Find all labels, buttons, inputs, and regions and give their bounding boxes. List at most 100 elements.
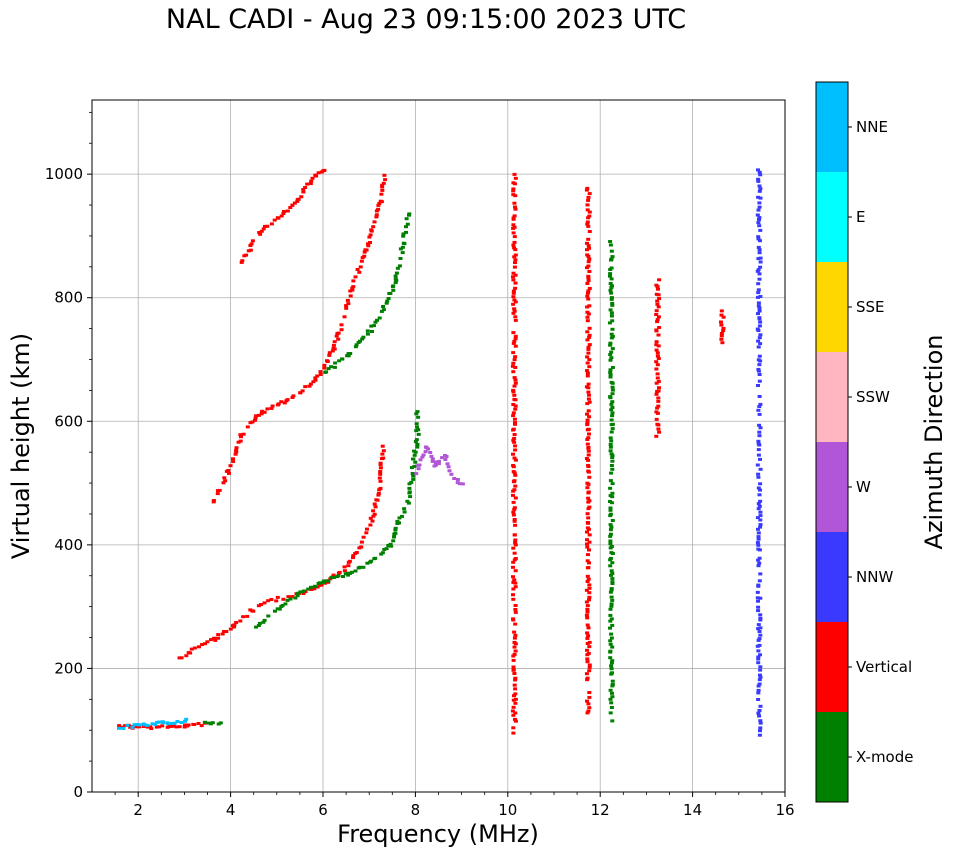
echo-mark [175, 720, 180, 723]
echo-mark [758, 668, 763, 672]
echo-mark [394, 271, 399, 275]
echo-mark [608, 556, 613, 560]
echo-mark [608, 358, 613, 362]
echo-mark [285, 398, 290, 402]
echo-mark [380, 183, 385, 187]
echo-mark [587, 645, 592, 649]
echo-mark [586, 702, 591, 706]
echo-mark [309, 588, 314, 591]
echo-mark [364, 248, 369, 252]
echo-mark [183, 719, 187, 723]
echo-mark [585, 521, 590, 524]
echo-mark [142, 723, 147, 727]
echo-mark [429, 454, 434, 458]
echo-mark [354, 343, 359, 347]
echo-mark [585, 248, 589, 252]
echo-mark [758, 333, 763, 337]
echo-mark [512, 255, 517, 259]
echo-mark [333, 361, 338, 365]
echo-mark [655, 299, 660, 303]
echo-mark [758, 295, 763, 298]
echo-mark [361, 565, 366, 569]
echo-mark [513, 421, 517, 425]
echo-mark [585, 222, 590, 226]
echo-mark [513, 261, 517, 265]
echo-mark [586, 291, 590, 295]
echo-mark [585, 315, 590, 319]
echo-mark [134, 725, 138, 729]
echo-mark [511, 275, 515, 279]
echo-mark [757, 324, 762, 328]
echo-mark [413, 460, 418, 464]
echo-mark [756, 301, 761, 305]
echo-mark [249, 242, 254, 246]
echo-mark [757, 561, 762, 565]
echo-mark [257, 621, 262, 625]
echo-mark [511, 411, 516, 415]
echo-mark [390, 285, 395, 289]
echo-mark [411, 457, 415, 461]
echo-mark [756, 623, 761, 627]
echo-mark [757, 272, 762, 276]
echo-mark [587, 400, 592, 404]
echo-mark [586, 553, 590, 557]
echo-mark [756, 711, 761, 715]
echo-mark [513, 334, 518, 338]
echo-mark [758, 488, 762, 492]
echo-mark [719, 334, 724, 338]
echo-mark [342, 315, 347, 319]
echo-mark [608, 494, 613, 498]
echo-mark [584, 188, 589, 192]
echo-mark [587, 598, 591, 602]
echo-mark [585, 203, 590, 207]
echo-mark [511, 493, 515, 497]
echo-mark [411, 477, 416, 481]
echo-mark [286, 595, 291, 599]
echo-mark [206, 721, 211, 725]
echo-mark [436, 462, 441, 466]
echo-mark [365, 332, 370, 336]
echo-mark [511, 668, 516, 672]
echo-mark [511, 331, 516, 335]
echo-mark [608, 449, 613, 453]
echo-mark [756, 657, 761, 661]
echo-mark [309, 585, 313, 589]
echo-mark [608, 607, 613, 611]
echo-mark [608, 445, 613, 449]
echo-mark [758, 616, 763, 620]
echo-mark [305, 182, 310, 186]
echo-mark [157, 720, 162, 724]
echo-mark [375, 318, 379, 322]
echo-mark [609, 297, 614, 301]
y-tick-label: 400 [54, 536, 83, 554]
echo-mark [332, 365, 337, 369]
echo-mark [584, 600, 589, 604]
x-tick-label: 16 [775, 801, 794, 819]
echo-mark [360, 337, 365, 341]
echo-mark [155, 720, 160, 724]
echo-mark [587, 432, 591, 436]
echo-mark [398, 257, 403, 260]
y-tick-label: 1000 [45, 165, 83, 183]
echo-mark [654, 340, 659, 344]
echo-mark [654, 434, 659, 438]
echo-mark [310, 176, 315, 180]
echo-mark [295, 594, 300, 598]
echo-mark [755, 269, 760, 273]
echo-mark [610, 691, 614, 695]
echo-mark [586, 566, 591, 570]
echo-mark [586, 449, 591, 453]
echo-mark [244, 253, 249, 257]
echo-mark [262, 601, 267, 605]
echo-mark [758, 665, 763, 669]
echo-mark [758, 173, 763, 177]
echo-mark [409, 466, 414, 470]
echo-mark [228, 464, 233, 468]
echo-mark [513, 315, 518, 319]
echo-mark [586, 427, 591, 431]
echo-mark [272, 218, 277, 222]
colorbar-segment [816, 442, 848, 532]
echo-mark [303, 186, 308, 189]
colorbar-tick-label: NNE [856, 118, 888, 136]
